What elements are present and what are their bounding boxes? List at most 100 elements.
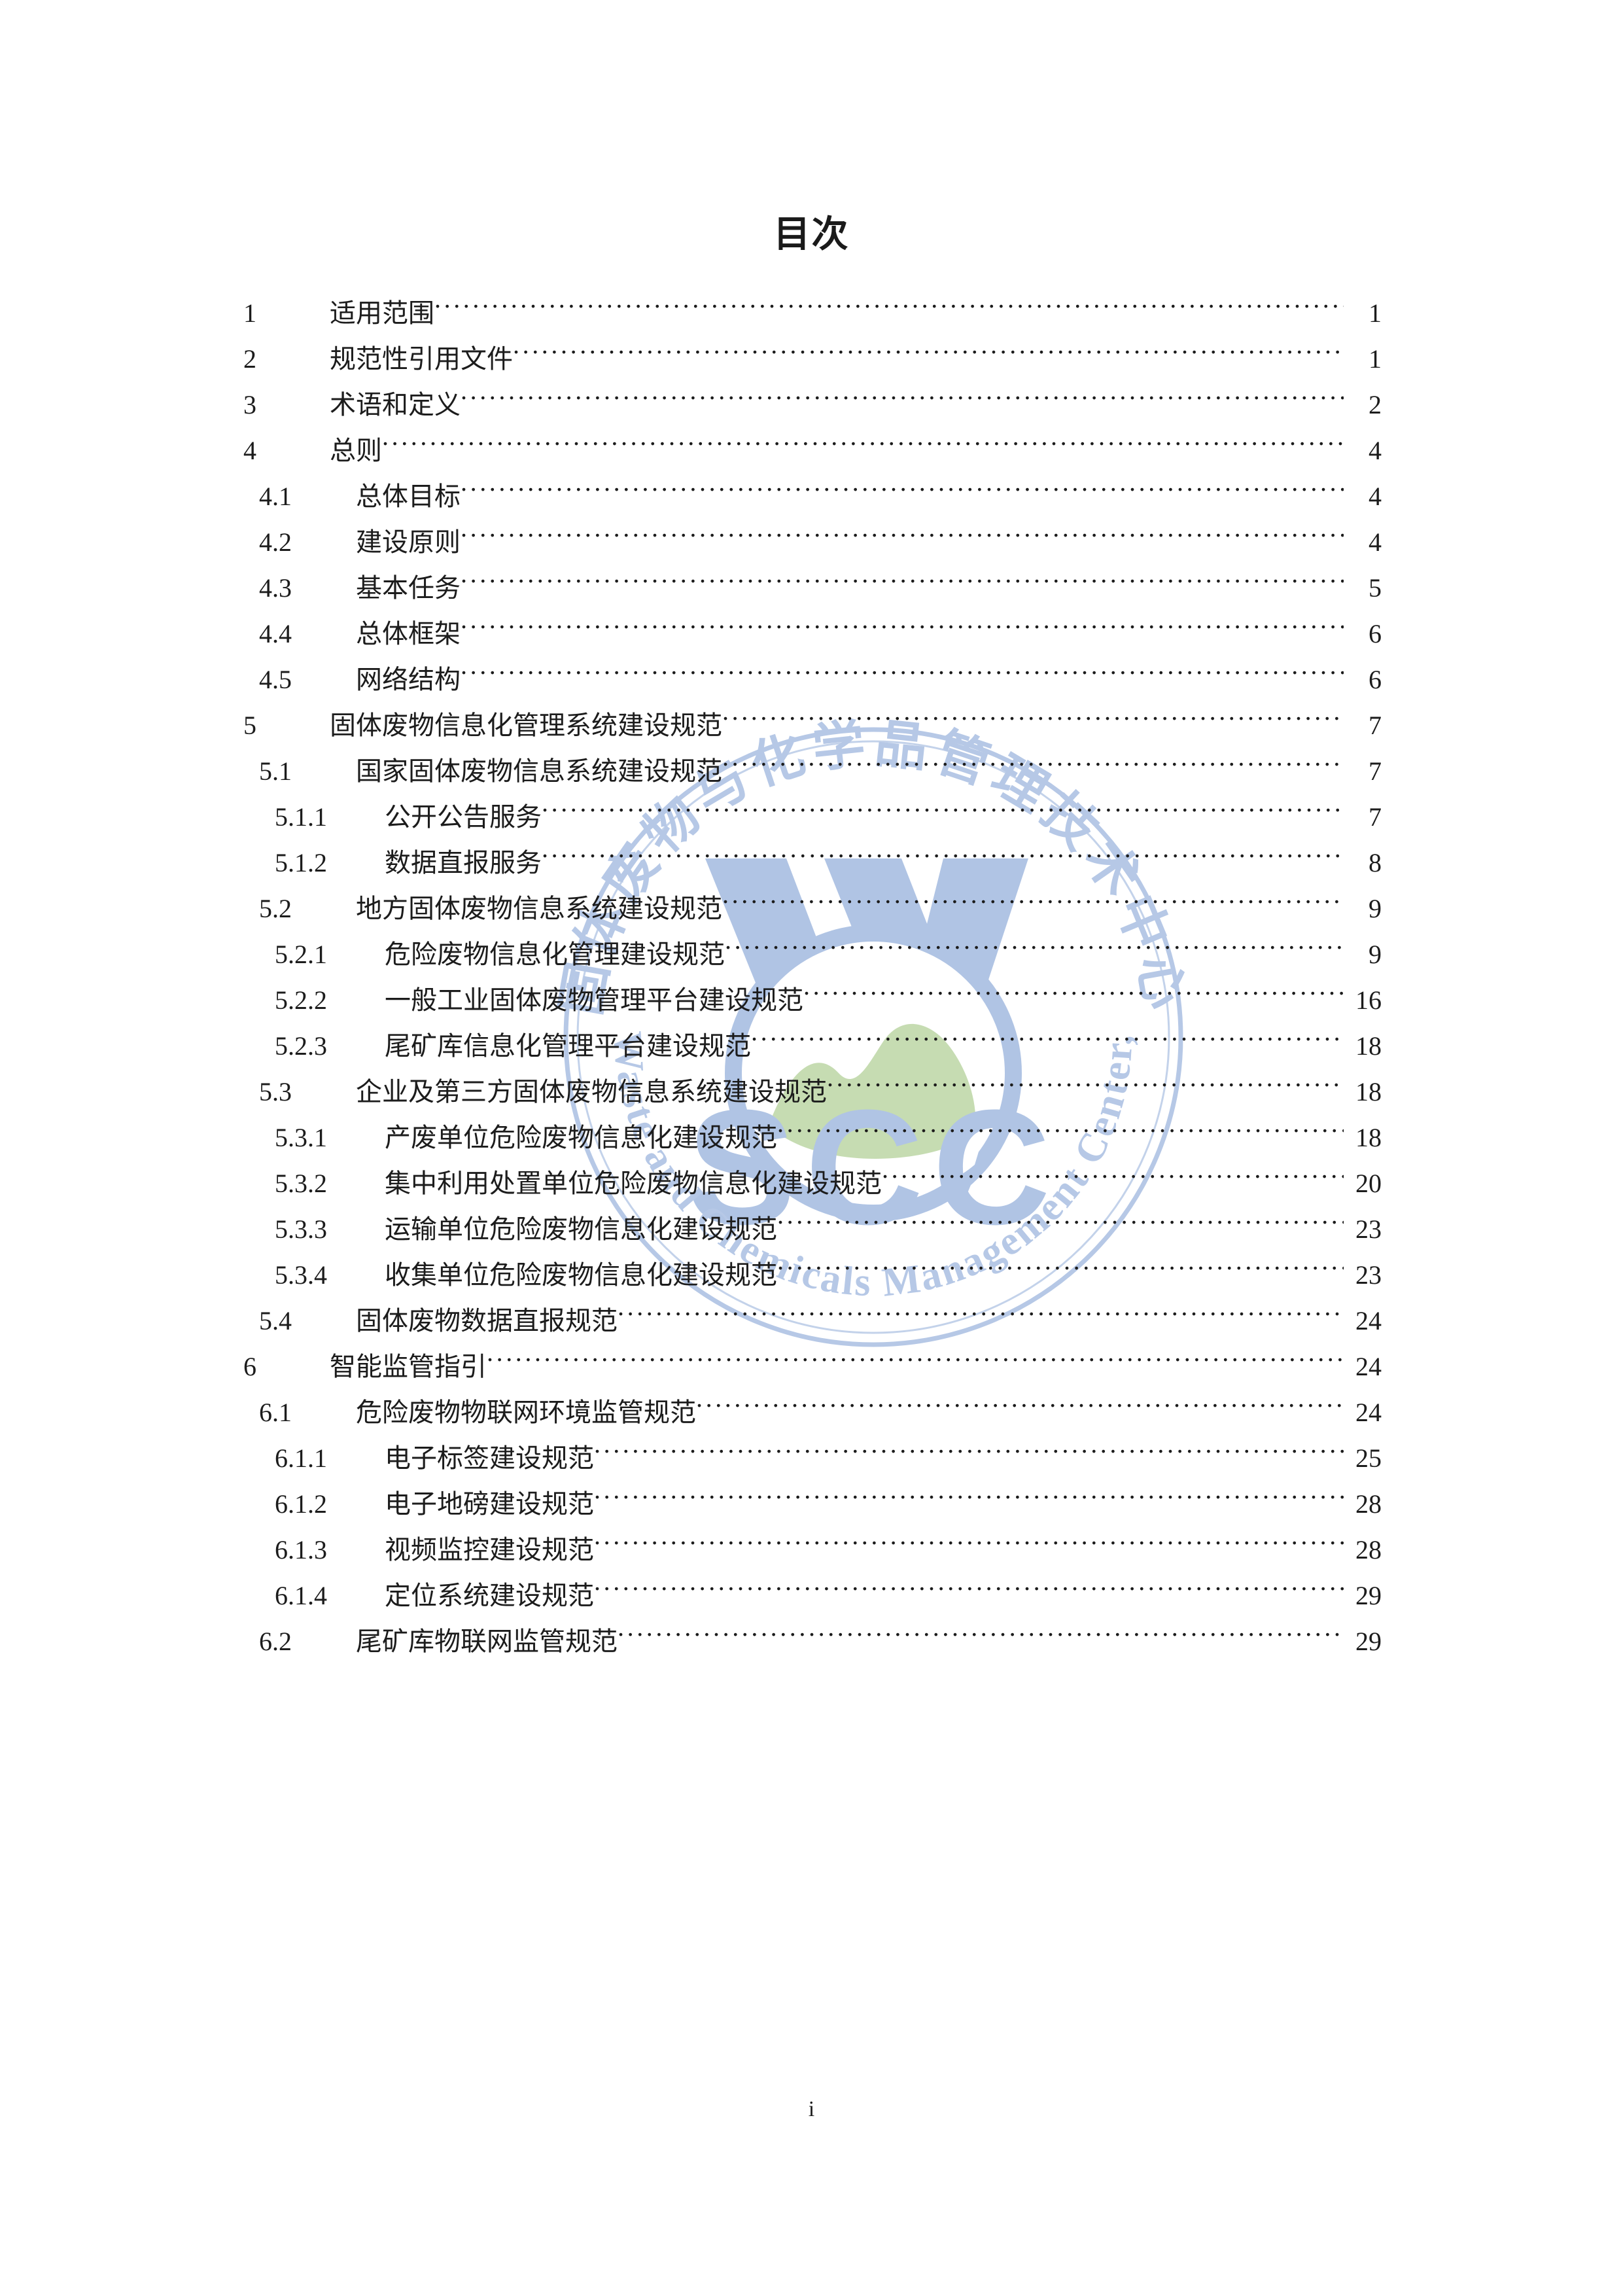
toc-entry-label: 总则 [330, 436, 382, 465]
toc-entry-page-number: 20 [1355, 1169, 1382, 1198]
toc-dot-leader [777, 1192, 1344, 1238]
toc-dot-leader [751, 1009, 1344, 1055]
toc-entry-page-number: 18 [1355, 1077, 1382, 1106]
toc-entry[interactable]: 4.5 网络结构 6 [243, 643, 1382, 694]
toc-dot-leader [461, 459, 1344, 505]
toc-dot-leader [618, 1284, 1344, 1330]
toc-entry-label: 电子地磅建设规范 [385, 1489, 594, 1519]
toc-dot-leader [803, 963, 1344, 1009]
toc-entry[interactable]: 4.2 建设原则 4 [243, 505, 1382, 557]
toc-entry-label: 电子标签建设规范 [385, 1443, 594, 1473]
toc-entry-page-number: 23 [1355, 1260, 1382, 1290]
toc-entry-page-number: 8 [1369, 848, 1382, 877]
toc-entry[interactable]: 6.2 尾矿库物联网监管规范 29 [243, 1604, 1382, 1656]
toc-entry-number: 5.3 [259, 1077, 292, 1106]
toc-entry[interactable]: 4 总则 4 [243, 414, 1382, 465]
toc-dot-leader [722, 688, 1344, 734]
toc-entry-number: 5.1.1 [275, 802, 327, 832]
toc-entry-page-number: 7 [1369, 756, 1382, 786]
toc-entry[interactable]: 6.1.1 电子标签建设规范 25 [243, 1421, 1382, 1473]
toc-dot-leader [722, 734, 1344, 780]
toc-entry-number: 5.3.1 [275, 1123, 327, 1152]
toc-entry-page-number: 2 [1369, 390, 1382, 419]
toc-entry-number: 6.1.2 [275, 1489, 327, 1519]
toc-entry-page-number: 18 [1355, 1123, 1382, 1152]
toc-entry-page-number: 28 [1355, 1535, 1382, 1564]
toc-dot-leader [382, 414, 1344, 459]
toc-entry-number: 5.2.3 [275, 1031, 327, 1061]
toc-dot-leader [487, 1330, 1344, 1375]
toc-entry-number: 5 [243, 711, 256, 740]
toc-dot-leader [722, 872, 1344, 917]
toc-entry-page-number: 7 [1369, 802, 1382, 832]
footer-page-number: i [808, 2097, 815, 2121]
toc-entry-page-number: 18 [1355, 1031, 1382, 1061]
toc-entry-label: 固体废物信息化管理系统建设规范 [330, 711, 722, 740]
toc-entry-page-number: 6 [1369, 619, 1382, 648]
toc-dot-leader [594, 1421, 1344, 1467]
toc-dot-leader [461, 368, 1344, 414]
toc-entry-number: 5.2 [259, 894, 292, 923]
toc-dot-leader [594, 1467, 1344, 1513]
toc-dot-leader [827, 1055, 1344, 1101]
toc-dot-leader [777, 1238, 1344, 1284]
toc-dot-leader [777, 1101, 1344, 1146]
toc-entry-number: 6.1.1 [275, 1443, 327, 1473]
toc-entry-number: 5.1.2 [275, 848, 327, 877]
toc-dot-leader [542, 780, 1344, 826]
toc-dot-leader [594, 1559, 1344, 1604]
toc-entry-number: 2 [243, 344, 256, 374]
toc-entry-number: 5.2.2 [275, 985, 327, 1015]
toc-entry-number: 6.1.4 [275, 1581, 327, 1610]
toc-entry[interactable]: 4.1 总体目标 4 [243, 459, 1382, 511]
toc-entry-label: 危险废物信息化管理建设规范 [385, 940, 725, 969]
toc-entry-page-number: 6 [1369, 665, 1382, 694]
page-title: 目次 [773, 213, 850, 256]
toc-entry-label: 网络结构 [356, 665, 461, 694]
toc-dot-leader [513, 322, 1344, 368]
toc-entry-number: 5.1 [259, 756, 292, 786]
toc-entry-number: 6 [243, 1352, 256, 1381]
toc-entry-label: 尾矿库物联网监管规范 [356, 1627, 618, 1656]
toc-entry[interactable]: 5 固体废物信息化管理系统建设规范 7 [243, 688, 1382, 740]
toc-entry-page-number: 1 [1369, 344, 1382, 374]
toc-entry[interactable]: 6.1危险废物物联网环境监管规范24 [243, 1375, 1382, 1427]
toc-entry-label: 智能监管指引 [330, 1352, 487, 1381]
toc-dot-leader [594, 1513, 1344, 1559]
toc-entry-label: 总体框架 [356, 619, 461, 648]
toc-entry-page-number: 29 [1355, 1581, 1382, 1610]
toc-dot-leader [461, 551, 1344, 597]
toc-entry-page-number: 5 [1369, 573, 1382, 603]
toc-entry[interactable]: 4.4 总体框架 6 [243, 597, 1382, 648]
toc-entry[interactable]: 6.1.3 视频监控建设规范 28 [243, 1513, 1382, 1564]
toc-dot-leader [882, 1146, 1344, 1192]
toc-entry-page-number: 16 [1355, 985, 1382, 1015]
toc-entry[interactable]: 4.3 基本任务 5 [243, 551, 1382, 603]
toc-entry-page-number: 24 [1355, 1352, 1382, 1381]
toc-entry-label: 适用范围 [330, 298, 434, 328]
toc-entry-number: 4.4 [259, 619, 292, 648]
toc-entry-page-number: 29 [1355, 1627, 1382, 1656]
toc-entry-label: 地方固体废物信息系统建设规范 [356, 894, 722, 923]
toc-entry-page-number: 4 [1369, 482, 1382, 511]
toc-entry-page-number: 24 [1355, 1306, 1382, 1335]
toc-entry-label: 数据直报服务 [385, 848, 542, 877]
toc-entry[interactable]: 3术语和定义2 [243, 368, 1382, 419]
toc-entry[interactable]: 6.1.2 电子地磅建设规范 28 [243, 1467, 1382, 1519]
toc-dot-leader [461, 643, 1344, 688]
toc-entry-label: 视频监控建设规范 [385, 1535, 594, 1564]
toc-entry-number: 6.2 [259, 1627, 292, 1656]
toc-entry-label: 基本任务 [356, 573, 461, 603]
toc-entry[interactable]: 6.1.4 定位系统建设规范 29 [243, 1559, 1382, 1610]
toc-entry-number: 6.1 [259, 1398, 292, 1427]
toc-entry-number: 4.2 [259, 527, 292, 557]
toc-entry-page-number: 1 [1369, 298, 1382, 328]
toc-entry-page-number: 9 [1369, 940, 1382, 969]
toc-entry[interactable]: 1 适用范围 1 [243, 276, 1382, 328]
toc-entry-label: 产废单位危险废物信息化建设规范 [385, 1123, 777, 1152]
toc-entry-number: 5.3.3 [275, 1214, 327, 1244]
toc-entry-number: 4 [243, 436, 256, 465]
toc-dot-leader [725, 917, 1344, 963]
toc-dot-leader [542, 826, 1344, 872]
